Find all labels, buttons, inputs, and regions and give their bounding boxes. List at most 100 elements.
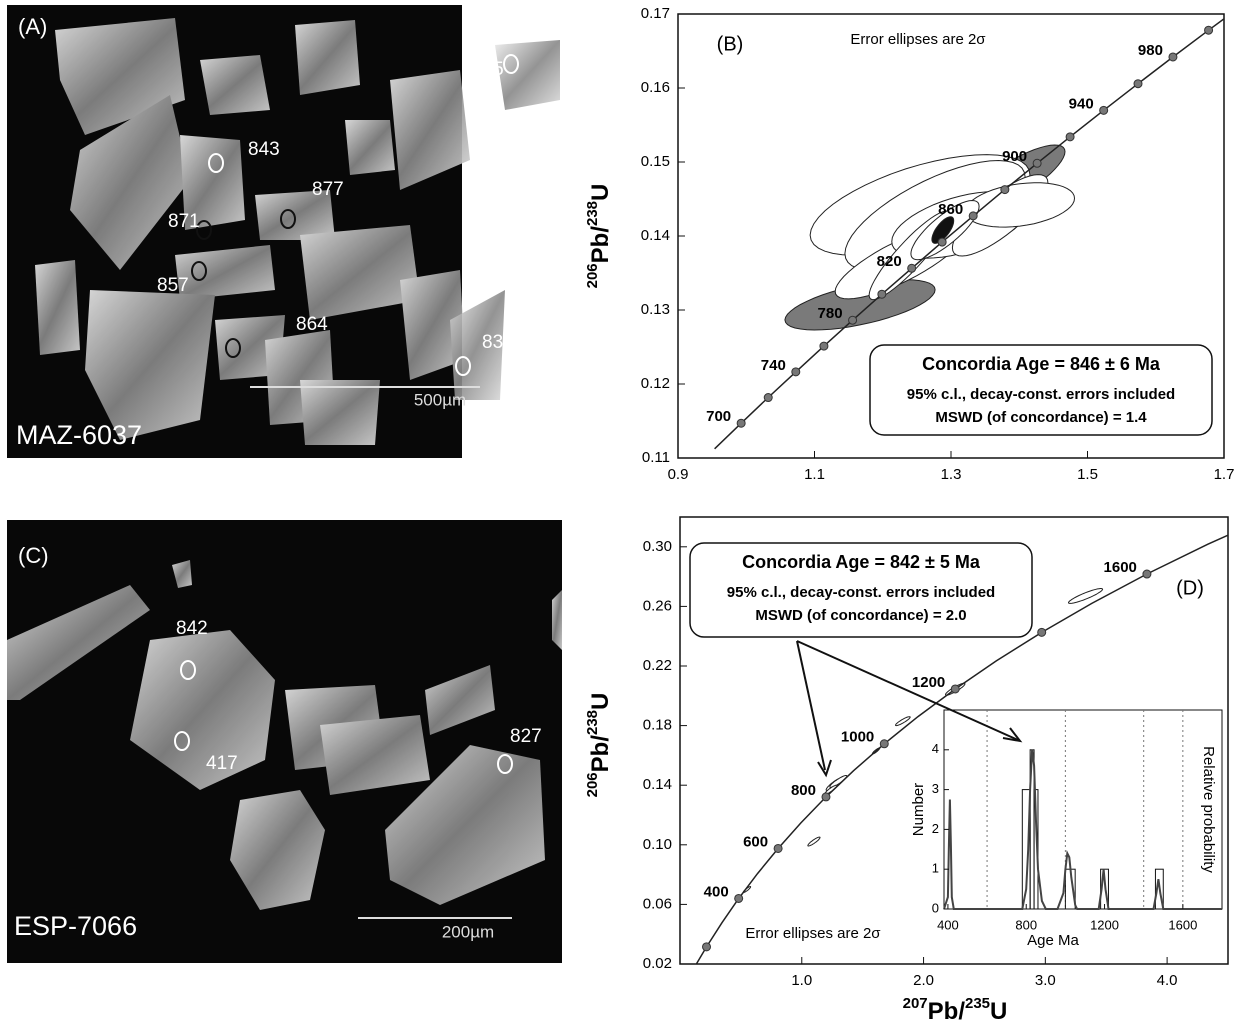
age-marker [737,419,745,427]
x-axis-label-part: 207 [903,995,928,1012]
y-axis-label-part: Pb/ [587,735,614,773]
x-tick-label: 3.0 [1035,972,1056,989]
age-marker [969,212,977,220]
age-label: 800 [791,782,816,799]
age-box-line: Concordia Age = 846 ± 6 Ma [922,354,1161,374]
age-marker [764,394,772,402]
age-marker [1066,133,1074,141]
y-tick-label: 0.14 [643,776,672,793]
age-label: 980 [1138,42,1163,59]
age-marker [878,290,886,298]
y-tick-label: 0.18 [643,717,672,734]
inset-y-tick-label: 2 [932,821,939,836]
spot-label: 842 [176,618,208,639]
spot-label: 877 [312,179,344,200]
y-tick-label: 0.06 [643,895,672,912]
age-marker [1033,159,1041,167]
spot-label: 417 [206,753,238,774]
age-label: 600 [743,833,768,850]
y-axis-label-part: 238 [584,710,601,735]
age-marker [1001,186,1009,194]
age-marker [938,238,946,246]
inset-frame [944,710,1222,909]
scale-label: 200µm [442,922,494,941]
age-box-line: 95% c.l., decay-const. errors included [907,386,1175,403]
inset-x-tick-label: 400 [937,917,959,932]
y-axis-label: 206Pb/238U [584,693,614,798]
spot-label: 857 [157,275,189,296]
age-box-line: MSWD (of concordance) = 2.0 [755,607,966,624]
error-ellipse [808,837,820,846]
age-marker [1169,53,1177,61]
inset-y-tick-label: 3 [932,781,939,796]
panel-label: (C) [18,543,49,568]
x-tick-label: 4.0 [1157,972,1178,989]
x-tick-label: 1.1 [804,466,825,483]
age-marker [774,844,782,852]
x-tick-label: 1.7 [1214,466,1235,483]
age-marker [1100,106,1108,114]
panel-label: (A) [18,14,47,39]
y-axis-label-part: U [587,184,614,201]
x-axis-label-part: U [990,998,1007,1025]
x-tick-label: 1.5 [1077,466,1098,483]
sample-name: ESP-7066 [14,911,137,941]
y-tick-label: 0.22 [643,657,672,674]
age-box-line: 95% c.l., decay-const. errors included [727,584,995,601]
y-tick-label: 0.14 [641,227,670,244]
spot-label: 833 [482,332,514,353]
x-tick-label: 1.3 [941,466,962,483]
y-tick-label: 0.10 [643,836,672,853]
age-label: 400 [704,883,729,900]
photo-c [7,520,562,963]
y-tick-label: 0.30 [643,538,672,555]
y-axis-label-part: 238 [584,201,601,226]
age-label: 700 [706,408,731,425]
inset-y-tick-label: 0 [932,900,939,915]
panel-label: (D) [1176,577,1204,599]
spot-label: 864 [296,314,328,335]
y-tick-label: 0.13 [641,301,670,318]
inset-y-label: Number [910,783,927,836]
age-marker [703,943,711,951]
spot-label: 871 [168,211,200,232]
note: Error ellipses are 2σ [850,31,986,48]
y-tick-label: 0.15 [641,153,670,170]
age-marker [792,368,800,376]
note: Error ellipses are 2σ [745,925,881,942]
age-label: 1600 [1104,559,1137,576]
scale-label: 500µm [414,390,466,409]
y-axis-label-part: 206 [584,263,601,288]
y-axis-label-part: Pb/ [587,226,614,264]
x-tick-label: 0.9 [668,466,689,483]
y-tick-label: 0.11 [642,449,670,466]
spot-label: 825 [472,59,504,80]
x-axis-label-part: Pb/ [928,998,966,1025]
age-marker [735,894,743,902]
age-marker [820,342,828,350]
x-axis-label-part: 235 [965,995,990,1012]
age-label: 940 [1069,95,1094,112]
age-label: 780 [818,305,843,322]
age-marker [1205,26,1213,34]
age-label: 1200 [912,674,945,691]
age-label: 740 [761,357,786,374]
y-axis-label-part: U [587,693,614,710]
inset-y-tick-label: 1 [932,861,939,876]
panel-label: (B) [717,33,744,55]
x-tick-label: 1.0 [791,972,812,989]
age-marker [908,264,916,272]
y-tick-label: 0.02 [643,955,672,972]
spot-label: 827 [510,726,542,747]
age-label: 1000 [841,729,874,746]
age-marker [1134,80,1142,88]
age-box-line: MSWD (of concordance) = 1.4 [935,409,1147,426]
spot-label: 843 [248,139,280,160]
y-tick-label: 0.17 [641,5,670,22]
y-axis-label: 206Pb/238U [584,184,614,289]
y-tick-label: 0.26 [643,597,672,614]
inset-y2-label: Relative probability [1200,746,1217,873]
age-label: 820 [877,253,902,270]
age-marker [822,793,830,801]
inset-x-tick-label: 1200 [1090,917,1119,932]
